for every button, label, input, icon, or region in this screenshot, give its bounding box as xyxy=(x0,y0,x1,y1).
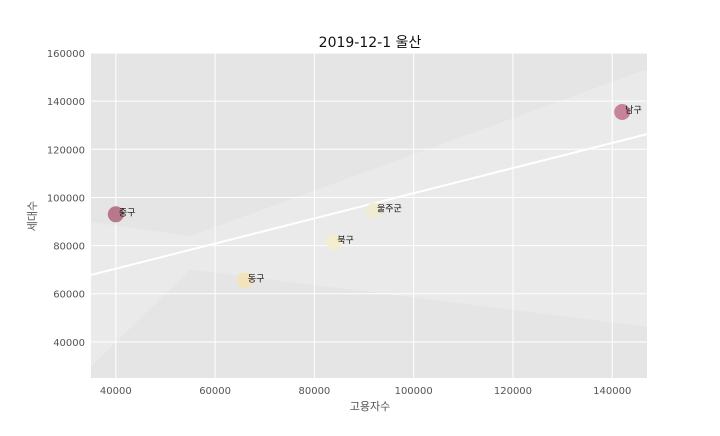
y-tick-label: 80000 xyxy=(53,242,85,253)
x-tick-label: 40000 xyxy=(100,386,132,397)
y-tick-label: 120000 xyxy=(47,145,85,156)
y-tick-label: 40000 xyxy=(53,338,85,349)
y-tick-label: 100000 xyxy=(47,193,85,204)
confidence-band xyxy=(91,69,647,367)
point-label: 중구 xyxy=(119,207,136,218)
point-label: 울주군 xyxy=(377,204,402,215)
data-point xyxy=(365,202,382,219)
x-axis-ticks: 40000 60000 80000 100000 120000 140000 xyxy=(100,386,631,397)
y-axis-ticks: 40000 60000 80000 100000 120000 140000 160000 xyxy=(47,49,85,349)
y-tick-label: 160000 xyxy=(47,49,85,60)
y-axis-label: 세대수 xyxy=(26,201,39,231)
data-point xyxy=(614,103,631,120)
point-label: 동구 xyxy=(248,274,265,285)
point-label: 남구 xyxy=(625,105,642,116)
data-point xyxy=(107,206,124,223)
data-point xyxy=(326,233,343,250)
y-tick-label: 140000 xyxy=(47,97,85,108)
x-tick-label: 60000 xyxy=(199,386,231,397)
point-label: 북구 xyxy=(337,235,354,246)
x-tick-label: 140000 xyxy=(593,386,631,397)
data-point xyxy=(236,272,253,289)
chart-title: 2019-12-1 울산 xyxy=(319,35,422,51)
grid xyxy=(91,52,647,378)
x-tick-label: 100000 xyxy=(395,386,433,397)
y-tick-label: 60000 xyxy=(53,290,85,301)
x-tick-label: 120000 xyxy=(494,386,532,397)
x-axis-label: 고용자수 xyxy=(350,400,390,413)
x-tick-label: 80000 xyxy=(298,386,330,397)
